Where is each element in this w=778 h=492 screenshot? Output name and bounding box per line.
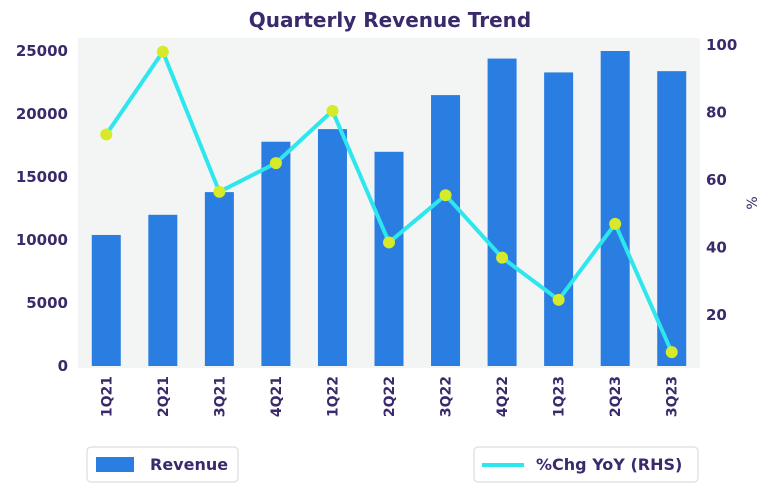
pct-chg-point-2q21	[156, 45, 169, 58]
right-tick-label: 20	[706, 306, 727, 324]
left-tick-label: 0	[58, 357, 68, 375]
pct-chg-point-2q23	[609, 217, 622, 230]
right-tick-label: 80	[706, 104, 727, 122]
legend-label-revenue: Revenue	[150, 455, 228, 474]
bar-2q23	[600, 51, 630, 366]
left-tick-label: 5000	[26, 294, 68, 312]
left-tick-label: 15000	[16, 168, 68, 186]
x-tick-label-2q22: 2Q22	[382, 376, 398, 417]
x-tick-label-4q22: 4Q22	[495, 376, 511, 417]
legend-label-pct-chg: %Chg YoY (RHS)	[536, 455, 682, 474]
bar-4q22	[487, 58, 517, 367]
legend-revenue: Revenue	[86, 446, 239, 483]
x-tick-label-2q21: 2Q21	[156, 376, 172, 417]
bar-1q22	[317, 129, 347, 366]
bar-2q21	[148, 214, 178, 366]
bar-3q22	[431, 95, 461, 366]
line-series-pct-chg	[100, 45, 678, 359]
legend-pct-chg: %Chg YoY (RHS)	[473, 446, 699, 483]
x-tick-label-3q21: 3Q21	[212, 376, 228, 417]
left-tick-label: 25000	[16, 42, 68, 60]
x-tick-label-1q23: 1Q23	[552, 376, 568, 417]
right-tick-label: 40	[706, 239, 727, 257]
x-axis-ticks: 1Q21 2Q21 3Q21 4Q21 1Q22 2Q22 3Q22 4Q22 1Q23 2Q23…	[99, 376, 680, 417]
pct-chg-point-1q22	[326, 104, 339, 117]
legend-swatch-revenue	[96, 457, 134, 472]
legend-box	[473, 446, 699, 483]
x-tick-label-1q21: 1Q21	[99, 376, 115, 417]
bar-3q23	[657, 71, 687, 366]
right-axis-ticks: 20 40 60 80 100	[706, 36, 737, 324]
pct-chg-point-4q21	[269, 157, 282, 170]
x-tick-label-1q22: 1Q22	[325, 376, 341, 417]
right-axis-label: %	[745, 196, 761, 209]
left-tick-label: 20000	[16, 105, 68, 123]
left-axis-ticks: 0 5000 10000 15000 20000 25000	[16, 42, 68, 375]
x-tick-label-2q23: 2Q23	[608, 376, 624, 417]
right-tick-label: 60	[706, 171, 727, 189]
bar-3q21	[204, 192, 234, 366]
bar-1q21	[91, 234, 121, 366]
x-tick-label-3q22: 3Q22	[439, 376, 455, 417]
pct-chg-point-3q22	[439, 189, 452, 202]
left-tick-label: 10000	[16, 231, 68, 249]
pct-chg-point-2q22	[383, 236, 395, 249]
bar-series-revenue	[91, 51, 687, 367]
x-tick-label-4q21: 4Q21	[269, 376, 285, 417]
pct-chg-point-1q21	[100, 128, 113, 141]
bar-4q21	[261, 141, 291, 366]
pct-chg-point-3q23	[665, 346, 678, 359]
chart-title: Quarterly Revenue Trend	[249, 8, 531, 32]
pct-chg-point-3q21	[213, 185, 226, 198]
x-tick-label-3q23: 3Q23	[665, 376, 681, 417]
right-tick-label: 100	[706, 36, 737, 54]
pct-chg-point-1q23	[552, 293, 565, 306]
bar-2q22	[374, 151, 404, 366]
legend-box	[86, 446, 239, 483]
bar-1q23	[544, 72, 574, 367]
pct-chg-point-4q22	[496, 251, 509, 264]
